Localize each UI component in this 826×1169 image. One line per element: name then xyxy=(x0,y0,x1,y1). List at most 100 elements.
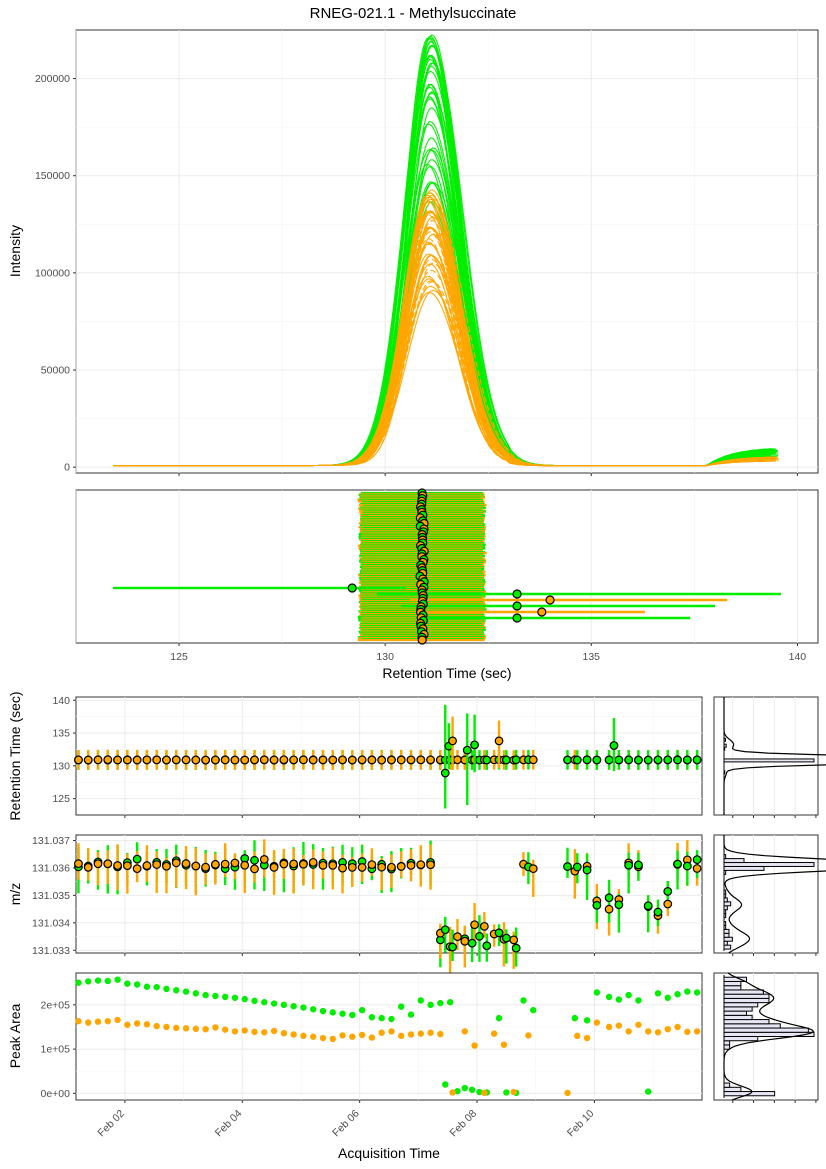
rt-point xyxy=(453,755,462,765)
chart-title: RNEG-021.1 - Methylsuccinate xyxy=(310,5,517,22)
mz-point xyxy=(113,861,122,870)
y-tick-label: 135 xyxy=(52,728,70,740)
area-point-green xyxy=(192,990,200,997)
area-point-green xyxy=(495,1014,503,1022)
mz-point xyxy=(604,904,614,914)
area-point-orange xyxy=(645,1028,652,1035)
mz-point xyxy=(299,859,308,869)
y-tick-label: 1e+05 xyxy=(41,1044,71,1056)
area-point-green xyxy=(173,987,180,994)
area-point-green xyxy=(339,1010,346,1017)
mz-point xyxy=(230,858,240,868)
rt-point xyxy=(83,755,93,765)
mz-point xyxy=(572,862,582,872)
mz-point xyxy=(592,900,602,910)
retention-x-label: Retention Time (sec) xyxy=(382,665,511,681)
mz-point xyxy=(171,858,181,868)
mz-point xyxy=(634,860,643,870)
area-point-green xyxy=(153,983,160,991)
rt-y-label: Retention Time (sec) xyxy=(7,691,23,820)
rt-point xyxy=(406,755,416,765)
histogram-bar xyxy=(723,1023,781,1029)
mz-point xyxy=(201,862,211,872)
area-point-orange xyxy=(525,1032,532,1039)
area-point-orange xyxy=(437,1030,444,1038)
area-point-orange xyxy=(368,1034,376,1041)
area-point-orange xyxy=(625,1028,632,1035)
rt-point xyxy=(367,755,377,765)
mz-point xyxy=(663,899,673,909)
rt-point xyxy=(347,755,357,765)
histogram-bar xyxy=(723,993,770,999)
rt-point xyxy=(462,745,472,755)
mz-point xyxy=(318,860,328,870)
rt-point xyxy=(318,755,328,765)
area-point-orange xyxy=(124,1021,131,1028)
area-point-orange xyxy=(490,1030,498,1037)
area-point-green xyxy=(309,1006,317,1013)
boundary-point xyxy=(417,635,427,645)
area-point-orange xyxy=(75,1018,82,1025)
mz-point xyxy=(470,920,479,930)
area-point-green xyxy=(231,994,239,1001)
y-tick-label: 150000 xyxy=(35,170,70,182)
y-tick-label: 0 xyxy=(64,462,70,474)
y-tick-label: 131.034 xyxy=(32,917,70,929)
area-point-orange xyxy=(133,1020,141,1027)
mz-point xyxy=(103,859,113,869)
area-point-green xyxy=(645,1088,652,1095)
x-tick-label: 135 xyxy=(583,651,601,663)
rt-point xyxy=(122,755,132,765)
x-tick-label: Feb 04 xyxy=(213,1108,245,1140)
mz-point xyxy=(74,859,83,869)
area-point-orange xyxy=(280,1029,288,1037)
area-point-green xyxy=(417,997,424,1004)
area-point-green xyxy=(693,989,701,996)
histogram-bar xyxy=(723,1010,747,1016)
rt-point xyxy=(482,755,492,765)
mz-point xyxy=(494,928,504,938)
mz-point xyxy=(614,900,624,910)
area-point-green xyxy=(427,1001,434,1009)
mz-point xyxy=(250,864,259,874)
area-point-orange xyxy=(85,1019,92,1026)
mz-point xyxy=(460,936,470,946)
mz-point xyxy=(482,941,492,951)
mz-point xyxy=(377,862,387,872)
mz-point xyxy=(582,865,592,875)
rt-point xyxy=(624,755,634,765)
rt-point xyxy=(113,755,122,765)
area-point-orange xyxy=(615,1022,623,1029)
rt-point xyxy=(220,755,230,765)
mz-point xyxy=(308,857,318,867)
area-point-orange xyxy=(270,1027,278,1035)
rt-point xyxy=(103,755,113,765)
rt-point xyxy=(152,755,162,765)
boundary-point xyxy=(545,595,555,605)
area-point-green xyxy=(85,978,92,985)
area-point-orange xyxy=(358,1031,366,1039)
histogram-bar xyxy=(723,1086,742,1093)
mz-point xyxy=(191,861,201,871)
x-tick-label: Feb 08 xyxy=(448,1108,480,1140)
rt-point xyxy=(470,740,479,750)
area-point-orange xyxy=(500,1041,508,1048)
area-point-orange xyxy=(104,1018,111,1025)
mz-point xyxy=(440,925,450,935)
rt-point xyxy=(592,755,602,765)
area-trend-panel xyxy=(75,972,703,1101)
area-point-orange xyxy=(693,1028,701,1035)
boundary-point xyxy=(537,607,547,617)
histogram-bar xyxy=(723,980,742,987)
rt-point xyxy=(494,736,504,746)
rt-point xyxy=(191,755,201,765)
mz-point xyxy=(240,860,250,870)
rt-point xyxy=(653,755,663,765)
mz-point xyxy=(181,859,191,868)
rt-point xyxy=(387,755,396,765)
area-point-orange xyxy=(182,1025,190,1032)
mz-point xyxy=(142,861,152,870)
histogram-bar xyxy=(723,858,745,864)
area-point-green xyxy=(241,995,248,1003)
mz-density-panel xyxy=(713,834,819,954)
